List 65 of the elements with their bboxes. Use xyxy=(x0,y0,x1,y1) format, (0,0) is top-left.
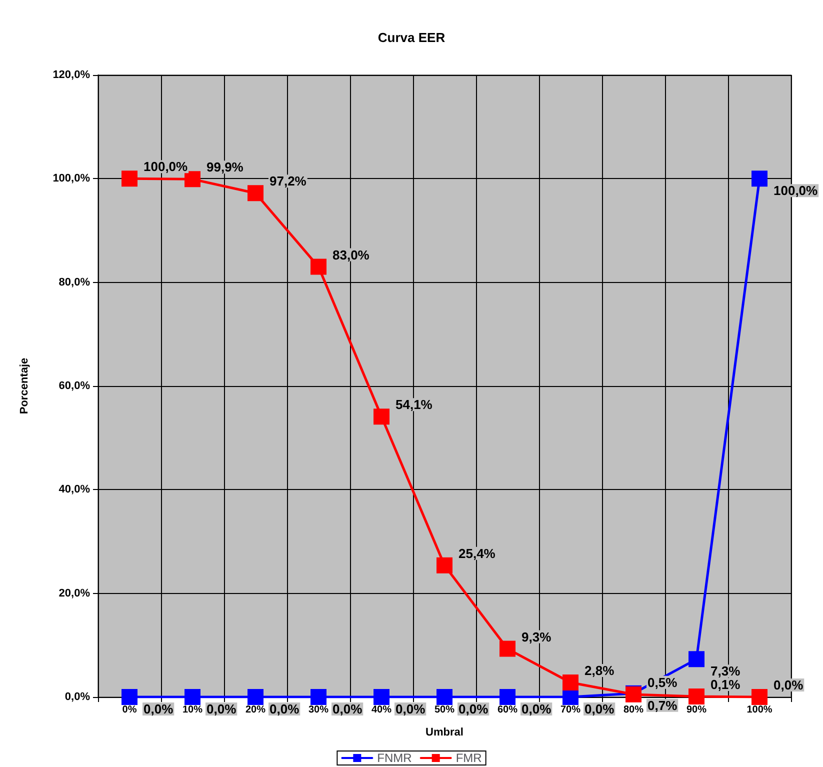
point xyxy=(310,258,326,275)
y-tick-label: 120,0% xyxy=(52,69,90,81)
data-label: 0,7% xyxy=(648,698,678,713)
point xyxy=(122,170,138,187)
y-tick-label: 40,0% xyxy=(58,484,90,496)
y-tick-label: 80,0% xyxy=(58,276,90,288)
data-label: 0,0% xyxy=(270,702,300,716)
data-label: 2,8% xyxy=(584,662,615,678)
data-label: 25,4% xyxy=(458,546,496,561)
point xyxy=(184,171,200,188)
point xyxy=(436,557,452,574)
x-axis-title: Umbral xyxy=(426,726,464,738)
point xyxy=(374,408,390,425)
x-tick-label: 80% xyxy=(623,704,644,716)
data-label: 100,0% xyxy=(144,159,188,174)
point xyxy=(184,689,200,705)
data-label: 7,3% xyxy=(710,664,741,679)
point xyxy=(436,689,452,705)
point xyxy=(122,689,138,705)
data-label: 0,0% xyxy=(206,702,237,716)
x-tick-label: 70% xyxy=(560,704,581,716)
x-tick-label: 60% xyxy=(497,704,518,716)
point xyxy=(752,689,768,705)
point xyxy=(688,651,704,668)
data-label: 54,1% xyxy=(396,397,433,412)
data-label: 0,0% xyxy=(584,702,615,716)
point xyxy=(248,185,264,202)
y-tick-label: 0,0% xyxy=(64,691,90,703)
data-label: 0,0% xyxy=(332,702,363,716)
y-tick-label: 100,0% xyxy=(52,172,90,185)
x-tick-label: 50% xyxy=(434,704,455,716)
data-label: 100,0% xyxy=(774,183,818,198)
data-label: 0,1% xyxy=(710,676,741,692)
x-tick-label: 0% xyxy=(122,704,137,716)
data-label: 99,9% xyxy=(206,160,244,175)
x-tick-label: 20% xyxy=(245,704,266,716)
x-tick-label: 90% xyxy=(686,704,707,716)
x-tick-label: 10% xyxy=(182,704,203,716)
point xyxy=(562,674,578,690)
y-tick-label: 20,0% xyxy=(58,587,90,600)
point xyxy=(752,170,768,187)
y-tick-label: 60,0% xyxy=(58,380,90,392)
legend-label: FNMR xyxy=(377,751,412,765)
data-label: 97,2% xyxy=(270,174,307,189)
point xyxy=(500,689,516,705)
data-label: 0,0% xyxy=(144,702,174,716)
x-tick-label: 100% xyxy=(746,704,772,716)
data-label: 83,0% xyxy=(332,247,370,262)
point xyxy=(374,689,390,705)
data-label: 0,0% xyxy=(522,702,552,716)
chart-title: Curva EER xyxy=(378,30,446,45)
point xyxy=(688,688,704,704)
point xyxy=(562,689,578,705)
data-label: 0,5% xyxy=(648,674,678,690)
legend-label: FMR xyxy=(456,751,482,765)
data-label: 0,0% xyxy=(774,678,804,692)
data-label: 0,0% xyxy=(396,702,426,716)
x-tick-label: 30% xyxy=(308,704,329,716)
y-axis-title: Porcentaje xyxy=(18,358,30,414)
x-tick-label: 40% xyxy=(371,704,392,716)
data-label: 9,3% xyxy=(522,629,552,644)
point xyxy=(248,689,264,705)
point xyxy=(310,689,326,705)
point xyxy=(500,640,516,657)
data-label: 0,0% xyxy=(458,702,489,716)
